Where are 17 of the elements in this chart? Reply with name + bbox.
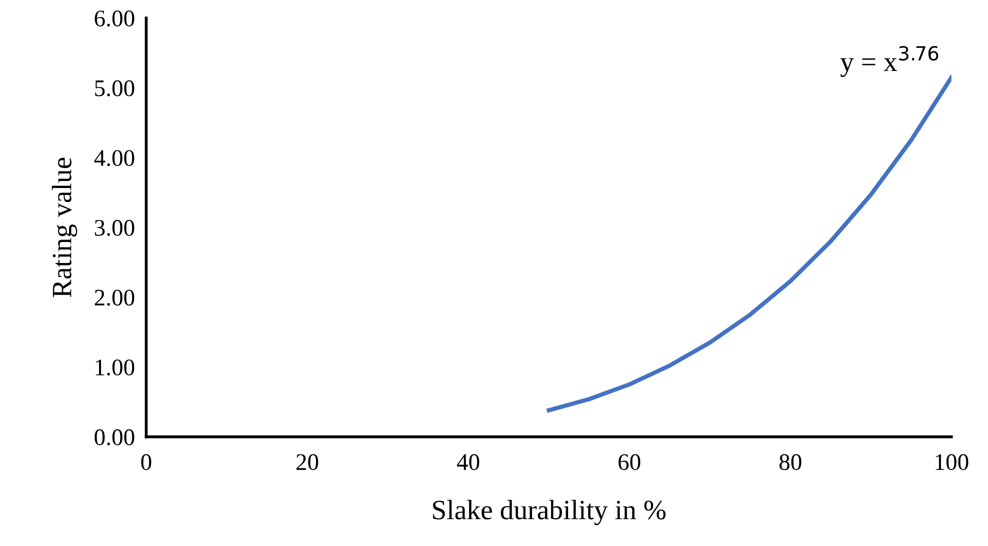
x-tick-label: 0 (141, 454, 152, 470)
x-axis-title: Slake durability in % (433, 500, 666, 526)
x-tick-label: 40 (456, 454, 480, 470)
line-series (546, 75, 952, 412)
x-tick-label: 80 (779, 454, 802, 470)
y-tick-label: 0.00 (94, 429, 134, 446)
y-tick-label: 6.00 (94, 10, 134, 27)
y-tick-label: 1.00 (96, 359, 134, 376)
annotation: y = x$^{3.76}$ (840, 46, 938, 78)
x-tick-label: 20 (296, 454, 318, 470)
y-tick-label: 4.00 (94, 150, 134, 166)
y-axis-title: Rating value (52, 158, 78, 298)
y-tick-label: 3.00 (94, 220, 134, 236)
x-tick-label: 100 (936, 454, 968, 470)
y-tick-label: 2.00 (94, 290, 134, 306)
x-tick-label: 60 (618, 454, 640, 470)
y-tick-label: 5.00 (95, 80, 134, 96)
